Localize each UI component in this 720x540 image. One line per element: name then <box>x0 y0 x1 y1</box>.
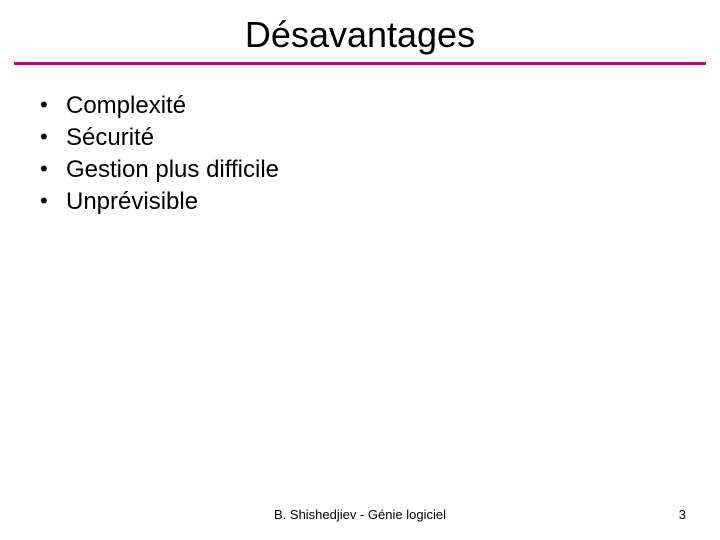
bullet-label: Unprévisible <box>66 188 198 215</box>
footer-author: B. Shishedjiev - Génie logiciel <box>0 507 720 522</box>
bullet-label: Sécurité <box>66 124 154 151</box>
list-item: Complexité <box>40 91 720 121</box>
bullet-list: Complexité Sécurité Gestion plus diffici… <box>40 91 720 217</box>
list-item: Unprévisible <box>40 187 720 217</box>
footer-page-number: 3 <box>679 507 686 522</box>
title-underline <box>14 62 706 65</box>
slide: Désavantages Complexité Sécurité Gestion… <box>0 0 720 540</box>
bullet-label: Gestion plus difficile <box>66 156 279 183</box>
list-item: Sécurité <box>40 123 720 153</box>
list-item: Gestion plus difficile <box>40 155 720 185</box>
bullet-label: Complexité <box>66 92 186 119</box>
slide-title: Désavantages <box>0 0 720 62</box>
